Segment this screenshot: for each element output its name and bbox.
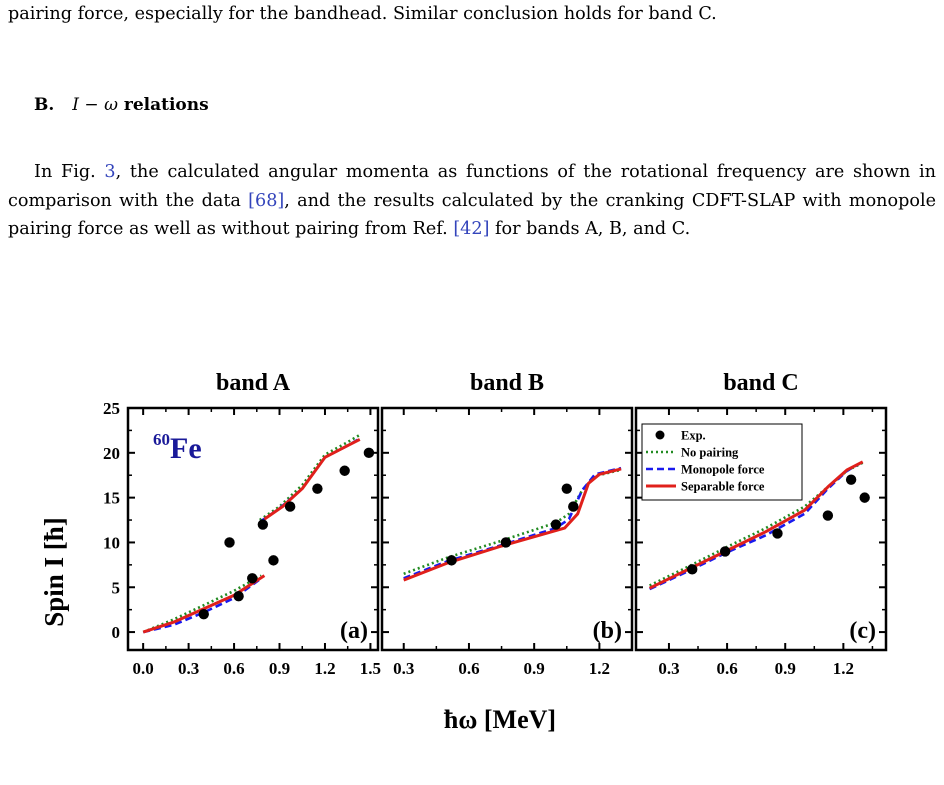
exp-data-point xyxy=(772,528,783,539)
y-tick-label: 25 xyxy=(103,399,120,418)
exp-data-point xyxy=(845,474,857,485)
legend-label-no_pairing: No pairing xyxy=(681,446,739,460)
exp-data-point xyxy=(568,501,579,512)
x-tick-label: 0.6 xyxy=(223,659,244,678)
panel-2: band B 0.3 0.6 0.9 1.2 (b) xyxy=(380,370,634,678)
exp-data-point xyxy=(224,537,235,548)
panel-frame xyxy=(634,406,888,652)
x-tick-label: 0.3 xyxy=(393,659,414,678)
panel-title: band C xyxy=(723,370,798,396)
exp-data-point xyxy=(233,591,244,602)
exp-data-point xyxy=(822,510,834,521)
figure-ref-link[interactable]: 3 xyxy=(104,162,116,182)
x-tick-label: 1.5 xyxy=(360,659,381,678)
y-axis-label: Spin I [ħ] xyxy=(39,517,69,627)
section-title: relations xyxy=(123,95,209,115)
panel-1: band A 0 5 10 15 20 25 0.0 0.3 0.6 0.9 1.2 1.5 (a) xyxy=(103,370,381,678)
panel-label: (a) xyxy=(340,618,368,644)
series-line-separable xyxy=(403,467,622,582)
paragraph-intro: In Fig. 3, the calculated angular moment… xyxy=(8,158,936,244)
legend-label-exp: Exp. xyxy=(681,429,706,443)
x-tick-label: 1.2 xyxy=(314,659,335,678)
x-tick-label: 0.9 xyxy=(269,659,290,678)
section-heading: B. I − ω relations xyxy=(34,95,209,115)
exp-data-point xyxy=(500,537,512,548)
exp-data-point xyxy=(198,608,209,620)
section-title-math: I − ω xyxy=(72,95,118,115)
ref-42-link[interactable]: [42] xyxy=(453,219,490,239)
exp-data-point xyxy=(339,465,350,476)
x-tick-label: 0.3 xyxy=(178,659,199,678)
exp-data-point xyxy=(284,501,296,512)
exp-data-point xyxy=(561,483,572,494)
legend-label-separable: Separable force xyxy=(681,480,765,494)
intro-text-4: for bands A, B, and C. xyxy=(489,219,691,239)
series-line-separable xyxy=(263,438,361,521)
paragraph-top: pairing force, especially for the bandhe… xyxy=(8,0,936,29)
series-line-no_pairing xyxy=(259,433,361,522)
figure-svg: Spin I [ħ] ħω [MeV] band A 0 5 10 15 20 25 0.0 0… xyxy=(39,370,888,734)
exp-data-point xyxy=(859,492,870,503)
legend: Exp. No pairing Monopole force Separable fo… xyxy=(641,423,803,501)
data-ref-link[interactable]: [68] xyxy=(248,190,285,211)
panel-frame xyxy=(380,406,634,652)
x-tick-label: 1.2 xyxy=(589,659,610,678)
series-line-no_pairing xyxy=(142,574,262,634)
exp-data-point xyxy=(446,555,457,566)
nucleus-symbol: Fe xyxy=(170,432,202,465)
exp-data-point xyxy=(719,546,731,557)
panel-label: (b) xyxy=(593,618,622,644)
nucleus-mass-number: 60 xyxy=(153,430,170,449)
intro-text-2: , the calculated angular momenta as func… xyxy=(8,162,937,211)
legend-marker-exp xyxy=(655,430,665,440)
y-tick-label: 10 xyxy=(103,533,120,552)
exp-data-point xyxy=(312,483,323,494)
series-line-no_pairing xyxy=(403,468,622,576)
x-tick-label: 0.9 xyxy=(775,659,796,678)
figure-spin-vs-frequency: Spin I [ħ] ħω [MeV] band A 0 5 10 15 20 25 0.0 0… xyxy=(0,350,944,750)
exp-data-point xyxy=(550,519,562,530)
exp-data-point xyxy=(247,573,258,584)
panel-frame xyxy=(126,406,380,652)
x-tick-label: 0.6 xyxy=(458,659,479,678)
exp-data-point xyxy=(687,564,698,575)
x-tick-label: 0.6 xyxy=(716,659,737,678)
x-tick-label: 0.9 xyxy=(524,659,545,678)
x-tick-label: 0.3 xyxy=(658,659,679,678)
y-tick-label: 15 xyxy=(103,489,120,508)
exp-data-point xyxy=(268,555,279,566)
y-tick-label: 5 xyxy=(112,578,121,597)
y-tick-label: 0 xyxy=(112,623,121,642)
exp-data-point xyxy=(363,447,375,459)
intro-text-3: , and the results calculated by the cran… xyxy=(8,190,936,240)
nucleus-label: 60Fe xyxy=(153,430,202,465)
panel-title: band A xyxy=(216,370,291,396)
series-line-separable xyxy=(142,574,266,634)
panel-title: band B xyxy=(470,370,544,396)
panel-label: (c) xyxy=(849,618,876,644)
x-axis-label: ħω [MeV] xyxy=(444,705,556,734)
legend-label-monopole: Monopole force xyxy=(681,463,765,477)
x-tick-label: 0.0 xyxy=(133,659,154,678)
intro-text-1: In Fig. xyxy=(34,162,105,182)
section-label: B. xyxy=(34,95,55,115)
y-tick-label: 20 xyxy=(103,444,120,463)
panel-3: band C 0.3 0.6 0.9 1.2 (c) xyxy=(634,370,888,678)
x-tick-label: 1.2 xyxy=(833,659,854,678)
paragraph-top-text: pairing force, especially for the bandhe… xyxy=(8,4,717,24)
exp-data-point xyxy=(257,519,269,530)
